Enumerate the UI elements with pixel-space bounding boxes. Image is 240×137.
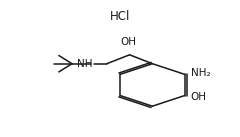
Text: OH: OH — [120, 37, 136, 47]
Text: NH₂: NH₂ — [191, 68, 210, 78]
Text: OH: OH — [191, 92, 207, 102]
Text: HCl: HCl — [110, 10, 130, 23]
Text: NH: NH — [77, 59, 92, 69]
